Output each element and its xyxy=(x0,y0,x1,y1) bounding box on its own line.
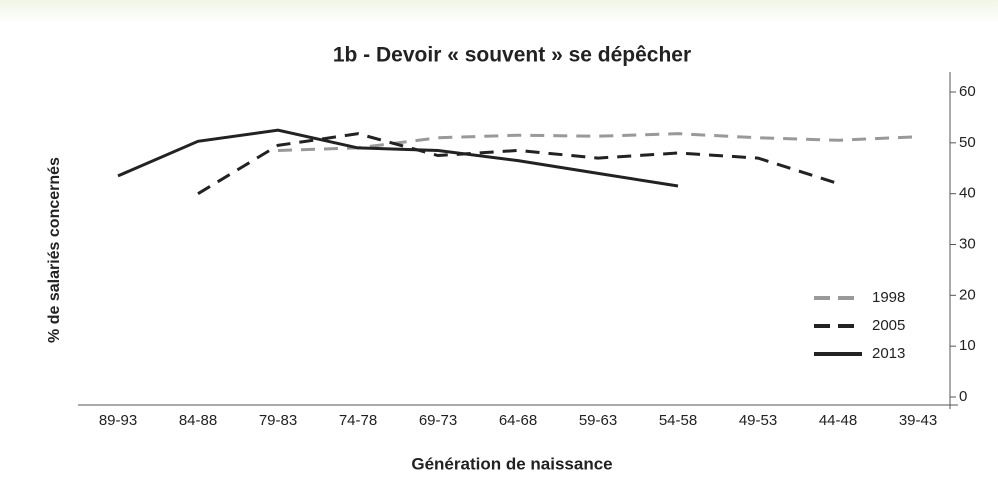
y-tick-label: 10 xyxy=(959,337,976,354)
x-tick-label: 44-48 xyxy=(819,412,857,429)
y-tick-label: 40 xyxy=(959,185,976,202)
y-tick-label: 50 xyxy=(959,134,976,151)
series-line xyxy=(277,132,919,152)
x-tick-label: 69-73 xyxy=(419,412,457,429)
x-tick-label: 74-78 xyxy=(339,412,377,429)
legend-label: 1998 xyxy=(872,289,905,306)
y-tick-label: 0 xyxy=(959,388,967,405)
x-tick-label: 79-83 xyxy=(259,412,297,429)
legend-label: 2013 xyxy=(872,345,905,362)
x-tick-label: 49-53 xyxy=(739,412,777,429)
x-axis-label: Génération de naissance xyxy=(411,454,612,473)
x-tick-label: 59-63 xyxy=(579,412,617,429)
series-line xyxy=(197,132,839,195)
series-line xyxy=(117,128,679,188)
legend-label: 2005 xyxy=(872,317,905,334)
x-tick-label: 84-88 xyxy=(179,412,217,429)
y-tick-label: 20 xyxy=(959,286,976,303)
y-tick-label: 30 xyxy=(959,235,976,252)
x-tick-label: 54-58 xyxy=(659,412,697,429)
x-tick-label: 39-43 xyxy=(899,412,937,429)
x-tick-label: 89-93 xyxy=(99,412,137,429)
x-tick-label: 64-68 xyxy=(499,412,537,429)
y-tick-label: 60 xyxy=(959,83,976,100)
chart-title: 1b - Devoir « souvent » se dépêcher xyxy=(333,44,691,67)
y-axis-label: % de salariés concernés xyxy=(46,157,63,343)
